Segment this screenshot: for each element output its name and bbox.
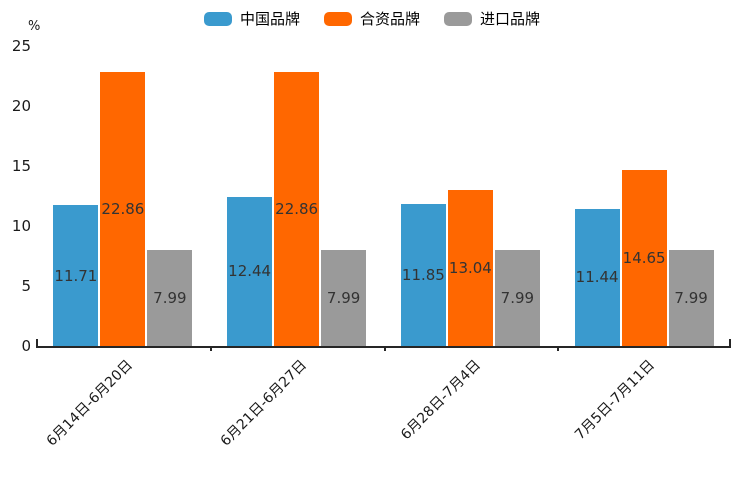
bar-value-label: 12.44 [228,262,272,281]
legend-swatch-icon [203,12,232,26]
x-tick-label: 6月21日-6月27日 [217,357,311,450]
x-axis-line [36,346,731,348]
bar-value-label: 7.99 [153,289,187,308]
x-axis-tick [36,339,38,346]
bar-value-label: 7.99 [500,289,535,308]
y-tick-label: 20 [11,97,31,115]
bar-value-label: 22.86 [101,199,145,218]
bar-series3-group1: 7.99 [147,250,193,346]
bar-series1-group3: 11.85 [400,203,446,346]
bar-value-label: 11.85 [401,265,445,284]
bar-series3-group3: 7.99 [494,250,540,346]
bar-value-label: 14.65 [622,249,666,268]
bar-series3-group2: 7.99 [321,250,367,346]
x-axis-tick [557,346,559,351]
y-tick-label: 15 [11,157,31,175]
bar-value-label: 22.86 [275,199,319,218]
bar-series3-group4: 7.99 [668,250,714,346]
x-tick-label: 6月28日-7月4日 [397,357,484,444]
x-axis-tick [384,346,386,351]
legend-swatch-icon [323,12,352,26]
x-tick-label: 6月14日-6月20日 [44,357,137,450]
bar-value-label: 13.04 [448,258,492,277]
bar-series2-group2: 22.86 [274,71,320,346]
legend-item-1: 中国品牌 [203,10,300,28]
x-axis-tick [729,339,731,346]
bar-value-label: 11.44 [575,268,619,287]
y-tick-label: 25 [11,37,31,55]
x-axis-tick [210,346,212,351]
x-tick-label: 7月5日-7月11日 [571,357,658,444]
legend-item-3: 进口品牌 [444,11,540,27]
bar-series1-group2: 12.44 [227,196,273,346]
bar-series2-group1: 22.86 [100,71,146,346]
bar-series2-group3: 13.04 [447,189,493,346]
legend-label: 中国品牌 [239,10,300,28]
y-tick-label: 5 [21,277,31,295]
bar-series1-group1: 11.71 [53,205,99,346]
y-tick-label: 10 [11,217,31,235]
legend-item-2: 合资品牌 [323,10,420,28]
bar-series2-group4: 14.65 [621,170,667,346]
y-axis-unit-label: % [28,19,41,34]
bar-series1-group4: 11.44 [574,208,620,346]
legend: 中国品牌 合资品牌 进口品牌 [0,11,744,27]
bar-value-label: 11.71 [54,266,98,285]
plot-area: 11.71 22.86 7.99 6月14日-6月20日 12.44 22.86 7.99 6… [36,46,731,449]
legend-label: 进口品牌 [480,10,541,28]
legend-swatch-icon [444,12,472,26]
bar-value-label: 7.99 [674,289,708,308]
bar-value-label: 7.99 [326,289,361,308]
y-tick-label: 0 [21,337,31,355]
legend-label: 合资品牌 [359,10,420,28]
